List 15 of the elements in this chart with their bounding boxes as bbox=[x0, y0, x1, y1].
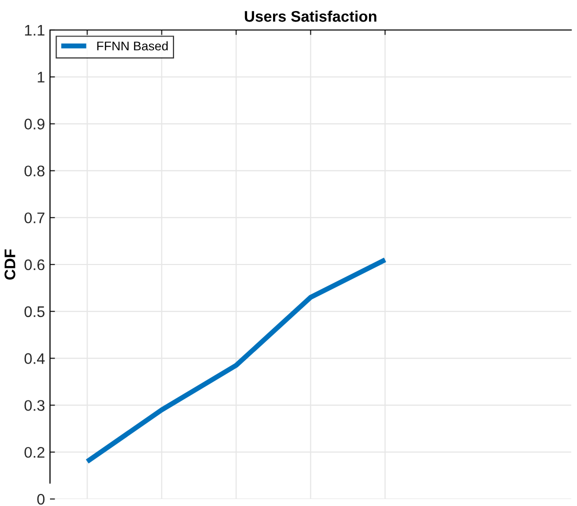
y-tick-label: 0.4 bbox=[24, 353, 45, 364]
y-tick-label: 0.5 bbox=[24, 306, 44, 318]
y-tick-label: 0.9 bbox=[24, 118, 44, 130]
y-tick-label: 0.8 bbox=[24, 166, 44, 176]
y-tick-label: 0.6 bbox=[24, 259, 44, 270]
y-tick-label: 0.3 bbox=[24, 400, 44, 411]
chart-title: Users Satisfaction bbox=[244, 10, 376, 22]
y-tick-label: 0 bbox=[37, 494, 45, 505]
line-series bbox=[84, 257, 388, 464]
y-tick-label: 1.1 bbox=[25, 25, 44, 36]
y-axis-title: CDF bbox=[4, 249, 16, 280]
legend-label: FFNN Based bbox=[97, 41, 168, 50]
y-tick-label: 0.7 bbox=[24, 212, 44, 224]
y-tick-label: 0.2 bbox=[24, 446, 44, 458]
y-tick-label: 1 bbox=[38, 72, 44, 82]
